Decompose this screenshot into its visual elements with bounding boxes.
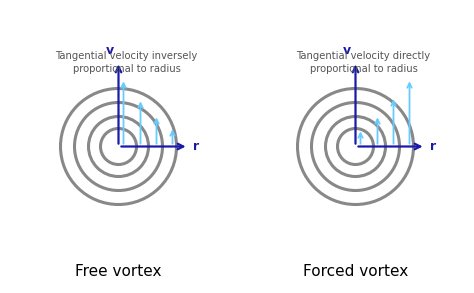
Text: v: v: [105, 45, 113, 57]
Text: v: v: [342, 45, 350, 57]
Text: Tangential velocity inversely
proportional to radius: Tangential velocity inversely proportion…: [55, 51, 198, 74]
Text: r: r: [193, 140, 200, 153]
Text: r: r: [430, 140, 437, 153]
Text: Tangential velocity directly
proportional to radius: Tangential velocity directly proportiona…: [296, 51, 430, 74]
Text: Forced vortex: Forced vortex: [303, 263, 408, 279]
Text: Free vortex: Free vortex: [75, 263, 162, 279]
